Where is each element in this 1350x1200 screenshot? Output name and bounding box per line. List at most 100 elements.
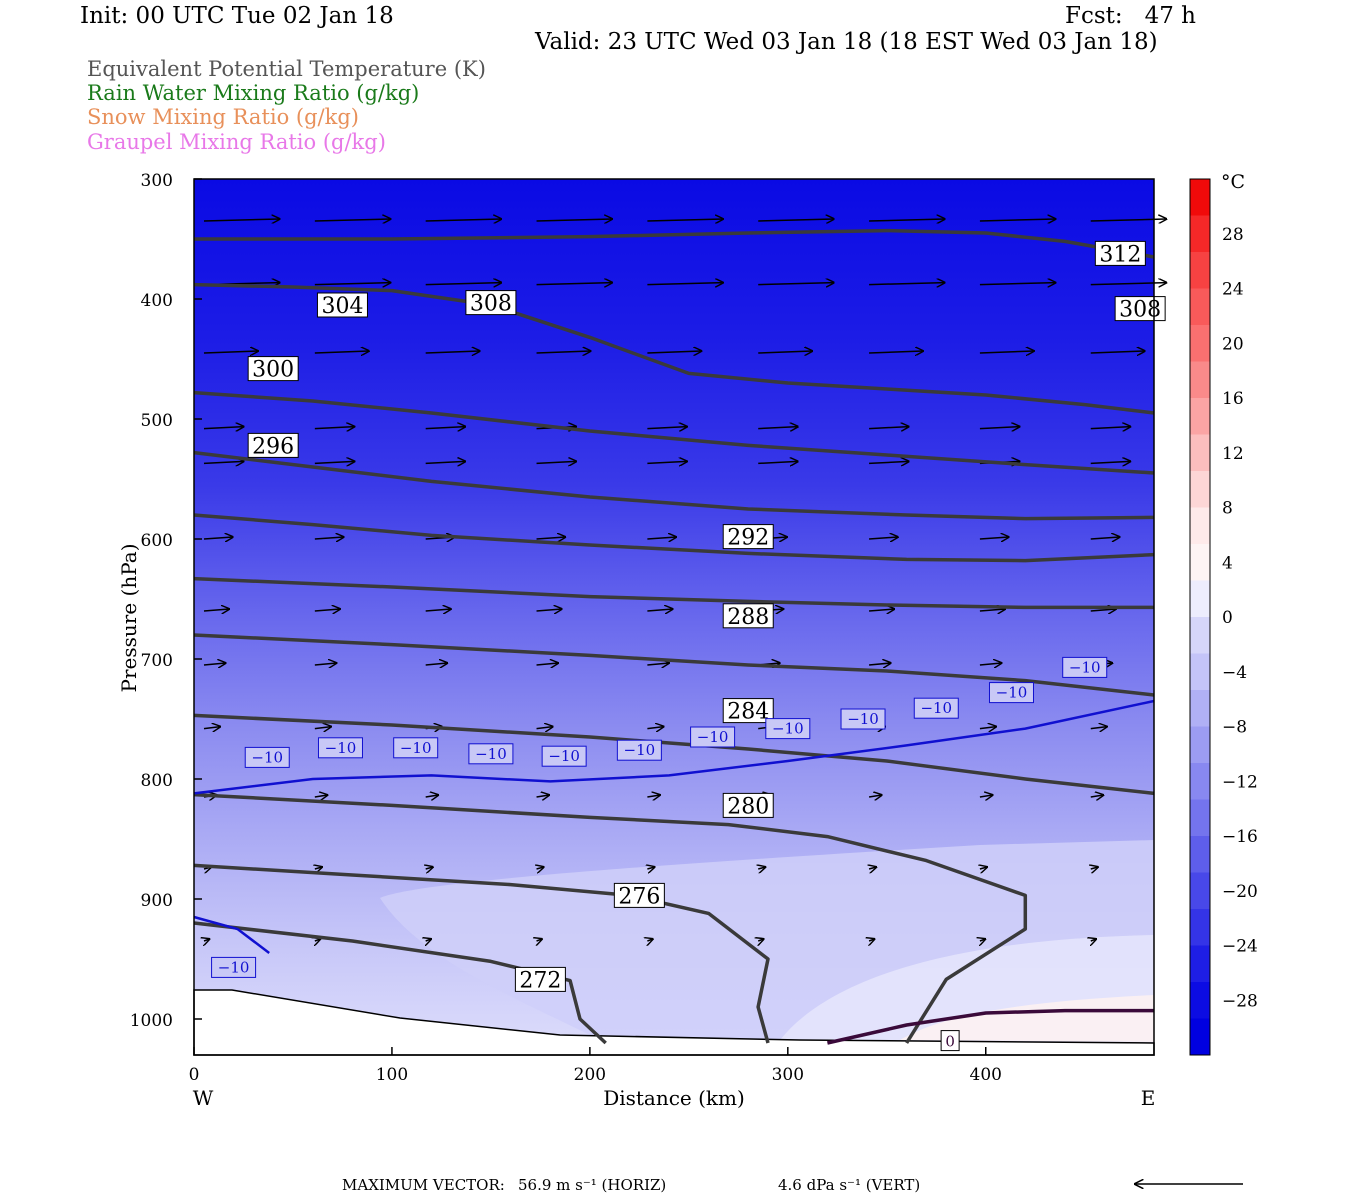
wind-vector xyxy=(314,537,344,539)
init-time: Init: 00 UTC Tue 02 Jan 18 xyxy=(80,3,394,29)
colorbar-label: −24 xyxy=(1222,937,1258,957)
wind-vector xyxy=(314,663,337,665)
y-tick-label: 500 xyxy=(141,411,173,431)
temperature-shading xyxy=(194,179,1154,1055)
contour-label-280: 280 xyxy=(727,794,769,819)
contour-label-300: 300 xyxy=(252,358,294,383)
wind-vector xyxy=(425,427,466,429)
temp-label: −10 xyxy=(400,739,432,757)
y-tick-label: 1000 xyxy=(130,1011,173,1031)
wind-vector xyxy=(203,537,233,539)
wind-vector xyxy=(869,609,894,611)
temperature-contour xyxy=(193,915,270,954)
wind-vector xyxy=(647,461,687,463)
colorbar-label: −20 xyxy=(1222,882,1258,902)
wind-vector xyxy=(536,537,566,539)
contour-label-box xyxy=(247,432,299,458)
colorbar-segment xyxy=(1190,361,1210,399)
wind-vector xyxy=(979,283,1056,285)
wind-vector xyxy=(314,461,355,463)
colorbar-segment xyxy=(1190,580,1210,618)
contour-label-312: 312 xyxy=(1099,242,1141,267)
wind-vector xyxy=(758,867,765,869)
temp-label-box xyxy=(468,743,514,765)
wind-vector xyxy=(537,867,544,869)
contour-label-296: 296 xyxy=(252,434,294,459)
contour-label-box xyxy=(316,292,368,318)
wind-vector xyxy=(647,219,723,221)
theta-e-contour-308 xyxy=(193,282,1155,415)
temp-label-box xyxy=(840,708,886,730)
wind-vector xyxy=(647,609,672,611)
colorbar-label: 28 xyxy=(1222,225,1244,245)
temp-label-box xyxy=(616,739,662,761)
colorbar-label: −28 xyxy=(1222,991,1258,1011)
colorbar-segment xyxy=(1190,763,1210,800)
contour-labels: 312 308 308 304 300 296 292 288 284 280 276 272 0 −10… xyxy=(211,240,1166,1052)
wind-vector xyxy=(647,427,687,429)
colorbar-segment xyxy=(1190,252,1210,289)
forecast-hour: Fcst: 47 h xyxy=(1065,3,1196,29)
temp-label: −10 xyxy=(772,720,804,738)
y-tick-label: 300 xyxy=(141,171,173,191)
east-label: E xyxy=(1141,1086,1156,1110)
colorbar-segment xyxy=(1190,799,1210,837)
temp-label-box xyxy=(211,956,257,978)
wind-vector xyxy=(758,939,763,941)
colorbar-segment xyxy=(1190,945,1210,983)
y-tick-label: 600 xyxy=(141,531,173,551)
temp-label-box xyxy=(690,726,736,748)
wind-vector xyxy=(425,795,439,797)
colorbar-segment xyxy=(1190,617,1210,654)
contour-label-box xyxy=(1114,296,1166,322)
colorbar-label: −8 xyxy=(1222,718,1247,738)
x-tick-label: 400 xyxy=(970,1065,1002,1085)
wind-vector xyxy=(758,351,812,353)
contour-label-box xyxy=(1094,240,1146,266)
temp-label-box xyxy=(765,718,811,740)
wind-vector xyxy=(536,663,559,665)
wind-vector xyxy=(1090,727,1107,729)
wind-vector xyxy=(203,663,226,665)
wind-vector xyxy=(647,283,723,285)
theta-e-contour-296 xyxy=(193,513,1155,563)
colorbar-label: −12 xyxy=(1222,772,1258,792)
wind-vector xyxy=(869,283,945,285)
colorbar-label: −16 xyxy=(1222,827,1258,847)
wind-vector xyxy=(1090,795,1104,797)
y-tick-label: 400 xyxy=(141,291,173,311)
wind-vector xyxy=(647,351,701,353)
theta-e-contour-304 xyxy=(193,390,1155,475)
contour-label-box xyxy=(613,882,665,908)
x-axis: 0 100 200 300 400 xyxy=(189,1047,1002,1085)
contour-label-box xyxy=(465,290,517,316)
colorbar-segment xyxy=(1190,215,1210,253)
colorbar-segment xyxy=(1190,836,1210,873)
max-vector-vert: 4.6 dPa s⁻¹ (VERT) xyxy=(778,1176,920,1194)
wind-vector xyxy=(869,537,898,539)
temp-label: −10 xyxy=(1069,658,1101,676)
wind-vector xyxy=(537,939,542,941)
contour-label-0: 0 xyxy=(945,1033,955,1051)
wind-vector xyxy=(647,663,669,665)
contour-label-288: 288 xyxy=(727,605,769,630)
y-tick-label: 900 xyxy=(141,891,173,911)
wind-vector xyxy=(203,219,280,221)
contour-label-box xyxy=(722,792,774,818)
wind-vector xyxy=(203,461,244,463)
temp-label-box xyxy=(541,745,587,767)
wind-vector xyxy=(869,351,923,353)
wind-vector xyxy=(536,219,613,221)
theta-e-contour-288 xyxy=(193,633,1155,697)
wind-vector xyxy=(314,283,391,285)
temp-label-box xyxy=(393,737,439,759)
plot-frame xyxy=(193,178,1155,1056)
temp-label-box xyxy=(1062,656,1108,678)
theta-e-contour-280 xyxy=(193,792,1028,1044)
wind-vector xyxy=(315,939,320,941)
wind-vector xyxy=(647,939,652,941)
valid-time: Valid: 23 UTC Wed 03 Jan 18 (18 EST Wed … xyxy=(535,29,1158,55)
wind-vector xyxy=(979,427,1020,429)
wind-vector xyxy=(315,867,322,869)
